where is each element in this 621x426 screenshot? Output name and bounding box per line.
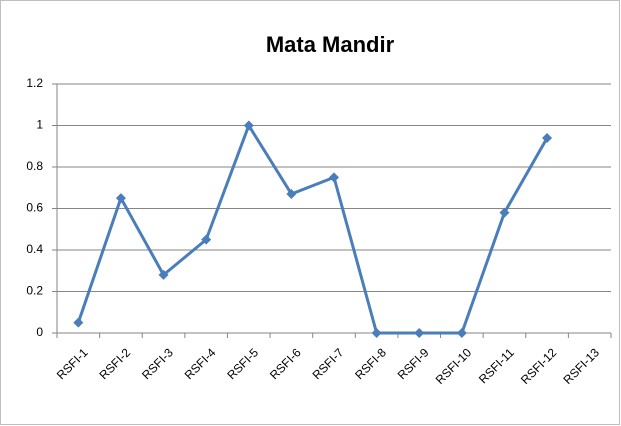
marker <box>201 234 212 245</box>
marker <box>115 193 126 204</box>
y-tick-label: 1.2 <box>26 76 43 90</box>
marker <box>542 132 553 143</box>
marker <box>286 188 297 199</box>
marker <box>499 207 510 218</box>
chart-title: Mata Mandir <box>266 32 395 57</box>
y-tick-label: 0.2 <box>26 284 43 298</box>
y-tick-label: 0 <box>36 325 43 339</box>
y-tick-label: 0.8 <box>26 159 43 173</box>
y-tick-label: 0.4 <box>26 242 43 256</box>
marker <box>371 328 382 338</box>
y-tick-label: 1 <box>36 118 43 132</box>
marker <box>456 328 467 338</box>
marker <box>158 269 169 280</box>
marker <box>243 120 254 131</box>
marker <box>414 328 425 338</box>
series-line <box>76 124 549 335</box>
y-tick-label: 0.6 <box>26 201 43 215</box>
marker <box>73 317 84 328</box>
marker <box>329 172 339 183</box>
